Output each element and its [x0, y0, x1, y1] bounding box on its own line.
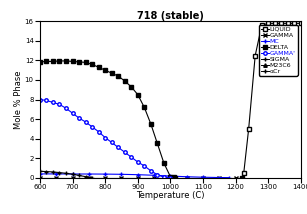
- Title: 718 (stable): 718 (stable): [137, 11, 204, 21]
- Legend: LIQUID, GAMMA, MC, DELTA, GAMMA', SIGMA, M23C6, αCr: LIQUID, GAMMA, MC, DELTA, GAMMA', SIGMA,…: [259, 25, 298, 76]
- X-axis label: Temperature (C): Temperature (C): [136, 191, 205, 200]
- Y-axis label: Mole % Phase: Mole % Phase: [14, 70, 23, 129]
